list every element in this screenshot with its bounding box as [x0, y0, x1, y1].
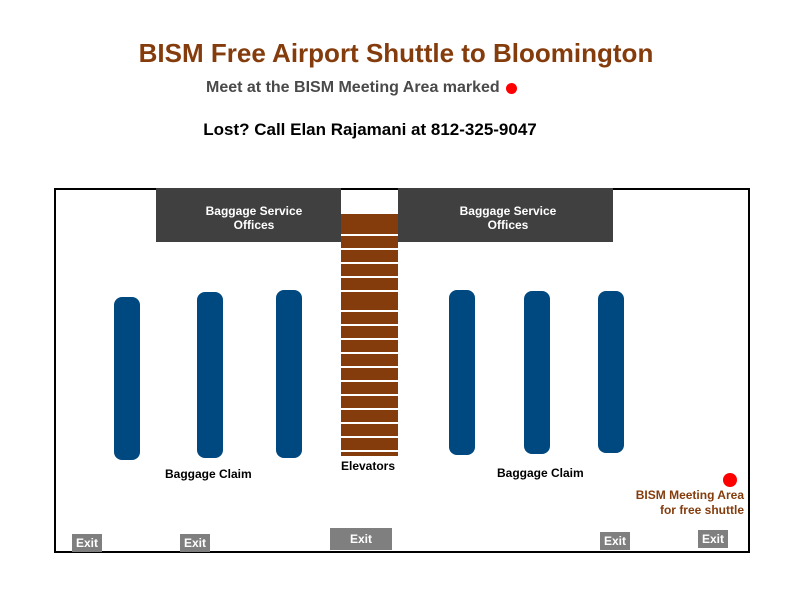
- baggage-carousel-6: [598, 291, 624, 453]
- red-dot-icon: [505, 82, 517, 94]
- meeting-instructions-text: Meet at the BISM Meeting Area marked: [206, 79, 500, 96]
- baggage-carousel-2: [197, 292, 223, 458]
- meeting-area-label: BISM Meeting Area for free shuttle: [635, 488, 744, 517]
- baggage-service-office-right: [398, 188, 613, 242]
- baggage-claim-label-left: Baggage Claim: [165, 467, 252, 481]
- meeting-instructions: Meet at the BISM Meeting Area marked: [206, 79, 517, 97]
- exit-sign-5: Exit: [698, 530, 728, 548]
- baggage-carousel-1: [114, 297, 140, 460]
- baggage-carousel-5: [524, 291, 550, 454]
- elevators-label: Elevators: [341, 459, 396, 473]
- contact-line: Lost? Call Elan Rajamani at 812-325-9047: [203, 120, 537, 139]
- exit-sign-2: Exit: [180, 534, 210, 552]
- baggage-claim-label-right: Baggage Claim: [497, 466, 584, 480]
- elevator-block: [341, 214, 398, 456]
- terminal-floor-map: [54, 188, 750, 553]
- baggage-carousel-4: [449, 290, 475, 455]
- baggage-carousel-3: [276, 290, 302, 458]
- exit-sign-1: Exit: [72, 534, 102, 552]
- office-label-left: Baggage Service Offices: [205, 204, 303, 232]
- page-title: BISM Free Airport Shuttle to Bloomington: [138, 38, 654, 68]
- exit-sign-3: Exit: [330, 528, 392, 550]
- baggage-service-office-left: [156, 188, 341, 242]
- office-label-right: Baggage Service Offices: [459, 204, 557, 232]
- meeting-area-marker-icon: [723, 473, 737, 487]
- exit-sign-4: Exit: [600, 532, 630, 550]
